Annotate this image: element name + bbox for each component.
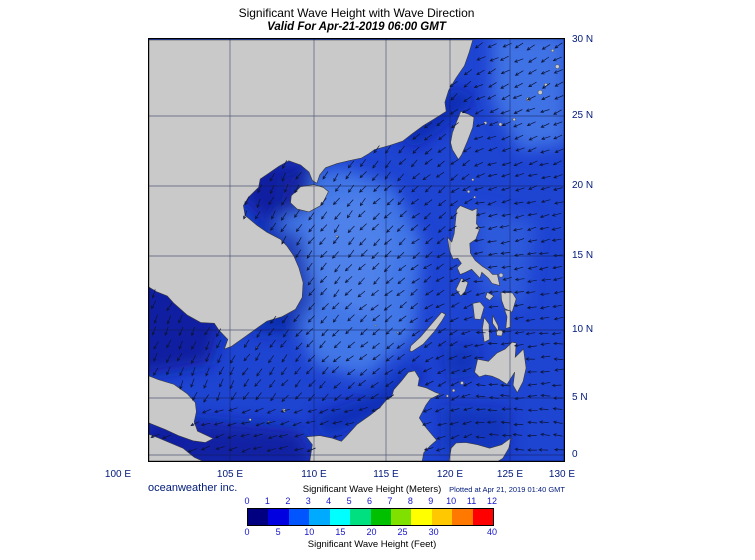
- feet-tick-label: 15: [335, 527, 346, 537]
- meters-tick-label: 10: [446, 496, 457, 506]
- colorbar-cell: [309, 509, 330, 525]
- x-axis-label: 100 E: [104, 469, 132, 480]
- x-axis-label: 120 E: [436, 469, 464, 480]
- y-axis-label: 20 N: [572, 180, 594, 191]
- plotted-timestamp: Plotted at Apr 21, 2019 01:40 GMT: [449, 485, 565, 494]
- land-layer: [148, 39, 560, 462]
- colorbar-cell: [248, 509, 269, 525]
- legend-title-meters: Significant Wave Height (Meters): [302, 484, 442, 495]
- colorbar-cell: [329, 509, 351, 525]
- x-axis-label: 105 E: [216, 469, 244, 480]
- feet-tick-label: 0: [244, 527, 250, 537]
- colorbar-cell: [431, 509, 453, 525]
- meters-tick-label: 6: [366, 496, 372, 506]
- credit-oceanweather: oceanweather inc.: [148, 482, 238, 494]
- meters-tick-label: 9: [428, 496, 434, 506]
- feet-tick-label: 20: [366, 527, 377, 537]
- colorbar-cell: [411, 509, 432, 525]
- meters-tick-label: 12: [486, 496, 497, 506]
- x-axis-label: 125 E: [496, 469, 524, 480]
- feet-tick-label: 40: [486, 527, 497, 537]
- y-axis-label: 0: [572, 449, 578, 460]
- wave-map: [148, 38, 565, 462]
- feet-tick-label: 25: [397, 527, 408, 537]
- y-axis-label: 30 N: [572, 34, 594, 45]
- colorbar-cell: [452, 509, 473, 525]
- meters-tick-label: 4: [326, 496, 332, 506]
- colorbar-cell: [288, 509, 310, 525]
- valid-time-subtitle: Valid For Apr-21-2019 06:00 GMT: [267, 21, 446, 33]
- legend-colorbar: [247, 508, 494, 526]
- meters-tick-label: 8: [407, 496, 413, 506]
- x-axis-label: 115 E: [373, 469, 399, 480]
- y-axis-label: 5 N: [572, 392, 588, 403]
- x-axis-label: 110 E: [301, 469, 327, 480]
- colorbar-cell: [390, 509, 412, 525]
- map-border: [148, 38, 565, 462]
- colorbar-cell: [370, 509, 391, 525]
- meters-tick-label: 2: [285, 496, 291, 506]
- feet-tick-label: 10: [304, 527, 315, 537]
- y-axis-label: 10 N: [572, 324, 594, 335]
- meters-tick-label: 3: [305, 496, 311, 506]
- page-title: Significant Wave Height with Wave Direct…: [238, 6, 475, 20]
- meters-tick-label: 5: [346, 496, 352, 506]
- feet-tick-label: 5: [275, 527, 281, 537]
- meters-tick-label: 1: [264, 496, 270, 506]
- x-axis-label: 130 E: [548, 469, 576, 480]
- colorbar-cell: [472, 509, 494, 525]
- meters-tick-label: 11: [466, 496, 477, 506]
- legend-title-feet: Significant Wave Height (Feet): [307, 539, 437, 550]
- colorbar-cell: [350, 509, 371, 525]
- colorbar-cell: [268, 509, 289, 525]
- y-axis-label: 25 N: [572, 110, 594, 121]
- feet-tick-label: 30: [428, 527, 439, 537]
- meters-tick-label: 7: [387, 496, 393, 506]
- meters-tick-label: 0: [244, 496, 250, 506]
- wave-direction-arrows: [150, 42, 564, 453]
- y-axis-label: 15 N: [572, 250, 594, 261]
